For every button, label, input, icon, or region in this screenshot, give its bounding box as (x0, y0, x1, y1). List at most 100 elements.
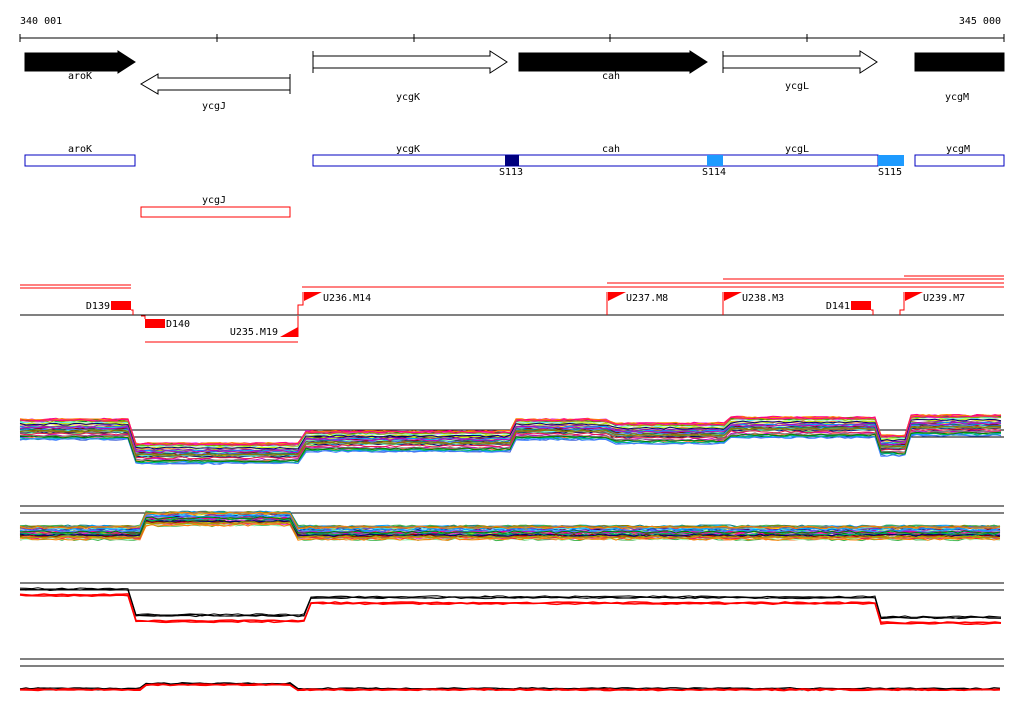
feature-stem (131, 309, 134, 315)
feature-track: D139 D140 U235.M19 U236.M14 U237.M8 U238… (20, 275, 1004, 343)
expression-track-multi-sample (19, 413, 1004, 466)
feature-marker[interactable] (280, 327, 298, 337)
gene-cah[interactable]: cah (518, 50, 708, 82)
coordinate-ruler: 340 001 345 000 (19, 16, 1005, 42)
transcript-label: ycgK (396, 144, 420, 155)
expression-trace (19, 511, 1001, 530)
feature-marker[interactable] (608, 292, 626, 301)
gene-ycgJ[interactable]: ycgJ (140, 73, 291, 112)
feature-label: U236.M14 (323, 293, 371, 304)
gene-arrow[interactable] (914, 52, 1005, 72)
feature-stem (141, 315, 146, 319)
gene-arrow[interactable] (140, 73, 291, 95)
feature-marker[interactable] (304, 292, 322, 301)
expression-trace (19, 428, 1002, 460)
expression-trace (19, 418, 1002, 450)
expression-trace (19, 683, 1001, 692)
gene-label: ycgL (785, 81, 809, 92)
gene-ycgL[interactable]: ycgL (722, 50, 878, 92)
site-label: S114 (702, 167, 726, 178)
transcript-label: cah (602, 144, 620, 155)
feature-U236-M14[interactable]: U236.M14 (297, 292, 371, 315)
expression-trace (19, 515, 1001, 533)
feature-marker[interactable] (851, 301, 871, 310)
feature-label: D140 (166, 319, 190, 330)
gene-label: ycgM (945, 92, 969, 103)
feature-D140[interactable]: D140 (141, 315, 190, 330)
expression-trace (19, 521, 1001, 540)
feature-marker[interactable] (905, 292, 923, 301)
transcript-box[interactable] (914, 154, 1005, 167)
gene-track: aroK ycgJ ycgK cah ycgL ycgM (24, 50, 1005, 112)
expression-trace (19, 519, 1001, 537)
site-marker-S115[interactable] (878, 155, 904, 166)
expression-trace (19, 681, 1001, 690)
expression-track-summary (19, 582, 1004, 626)
feature-label: D139 (86, 301, 110, 312)
feature-U239-M7[interactable]: U239.M7 (899, 292, 965, 315)
feature-U235-M19[interactable]: U235.M19 (230, 316, 299, 338)
feature-stem (899, 292, 905, 315)
gene-label: cah (602, 71, 620, 82)
gene-arrow[interactable] (518, 50, 708, 74)
feature-stem (297, 292, 304, 315)
transcript-aroK[interactable]: aroK (24, 144, 136, 167)
expression-trace (19, 514, 1001, 532)
feature-U238-M3[interactable]: U238.M3 (722, 292, 784, 315)
feature-label: D141 (826, 301, 850, 312)
transcript-box[interactable] (24, 154, 136, 167)
feature-U237-M8[interactable]: U237.M8 (606, 292, 668, 315)
feature-label: U238.M3 (742, 293, 784, 304)
expression-trace (19, 593, 1002, 625)
expression-trace (19, 423, 1002, 455)
expression-trace (19, 594, 1002, 626)
transcript-ycgK-cah-ycgL[interactable]: ycgK cah ycgL (312, 144, 879, 167)
expression-trace (19, 415, 1002, 446)
transcript-label: ycgJ (202, 195, 226, 206)
transcript-ycgJ[interactable]: ycgJ (140, 195, 291, 218)
feature-stem (871, 309, 874, 315)
expression-trace (19, 433, 1002, 466)
gene-arrow[interactable] (312, 50, 508, 74)
expression-trace (19, 516, 1001, 534)
transcript-label: ycgM (946, 144, 970, 155)
transcript-box[interactable] (312, 154, 879, 167)
gene-ycgM[interactable]: ycgM (914, 52, 1005, 103)
feature-marker[interactable] (111, 301, 131, 310)
expression-trace (19, 588, 1002, 620)
gene-label: ycgK (396, 92, 420, 103)
gene-label: aroK (68, 71, 92, 82)
site-label: S113 (499, 167, 523, 178)
ruler-start-label: 340 001 (20, 16, 62, 27)
feature-label: U237.M8 (626, 293, 668, 304)
feature-label: U239.M7 (923, 293, 965, 304)
transcript-label: ycgL (785, 144, 809, 155)
gene-arrow[interactable] (24, 50, 136, 74)
feature-D141[interactable]: D141 (826, 301, 874, 315)
expression-track-summary-2 (19, 658, 1004, 692)
site-label: S115 (878, 167, 902, 178)
gene-aroK[interactable]: aroK (24, 50, 136, 82)
transcript-track: aroK ycgK cah ycgL ycgM S113 S114 S115 y… (24, 144, 1005, 218)
site-marker-S114[interactable] (707, 155, 723, 166)
expression-trace (19, 425, 1002, 457)
expression-trace (19, 588, 1002, 619)
transcript-box[interactable] (140, 206, 291, 218)
expression-trace (19, 422, 1002, 454)
feature-label: U235.M19 (230, 327, 278, 338)
gene-arrow[interactable] (722, 50, 878, 74)
feature-marker[interactable] (145, 319, 165, 328)
gene-ycgK[interactable]: ycgK (312, 50, 508, 103)
transcript-label: aroK (68, 144, 92, 155)
expression-trace (19, 430, 1002, 462)
ruler-end-label: 345 000 (959, 16, 1001, 27)
gene-label: ycgJ (202, 101, 226, 112)
feature-marker[interactable] (724, 292, 742, 301)
feature-D139[interactable]: D139 (86, 301, 134, 315)
transcript-ycgM[interactable]: ycgM (914, 144, 1005, 167)
expression-trace (19, 431, 1002, 463)
expression-trace (19, 521, 1001, 539)
site-marker-S113[interactable] (505, 155, 519, 166)
expression-track-multi-sample-2 (19, 505, 1004, 542)
